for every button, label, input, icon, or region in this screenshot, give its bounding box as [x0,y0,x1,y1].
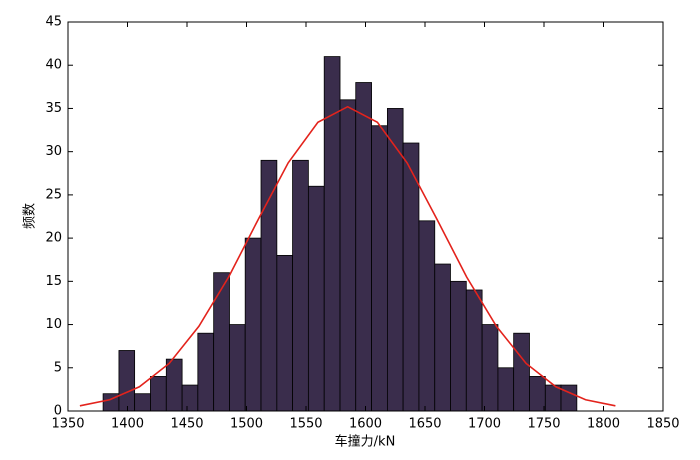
x-tick-label: 1500 [230,417,263,432]
y-tick-label: 5 [54,360,62,375]
y-tick-label: 45 [45,15,62,30]
y-tick-label: 35 [45,101,62,116]
bar [497,367,515,412]
bar [118,350,136,412]
x-tick-label: 1450 [170,417,203,432]
bar [229,324,246,412]
bar [213,272,230,412]
y-tick-label: 0 [54,404,62,419]
bar [402,142,420,412]
bar [181,384,199,412]
y-tick-label: 20 [45,231,62,246]
x-tick-label: 1850 [646,417,679,432]
bar [434,263,451,412]
bar [529,376,546,412]
y-tick-label: 10 [45,317,62,332]
y-tick-label: 25 [45,187,62,202]
bar [339,99,357,412]
bar [560,384,578,412]
bar [134,393,151,412]
bar [450,280,467,412]
bar [355,82,372,412]
x-tick-label: 1700 [468,417,501,432]
y-tick-label: 30 [45,144,62,159]
bar [197,332,215,412]
bar [307,185,325,412]
x-axis-label: 车撞力/kN [335,434,396,450]
x-tick-label: 1400 [111,417,144,432]
bar [244,237,262,412]
bar [544,384,562,412]
fit-curve [79,105,616,407]
bar [292,159,309,412]
bar [418,220,436,412]
bar [513,332,530,412]
bar [371,125,388,412]
x-tick-label: 1550 [289,417,322,432]
bar [165,358,183,412]
y-tick-label: 15 [45,274,62,289]
bar [150,376,167,412]
bar [323,56,341,412]
bar [465,289,483,412]
bar [276,254,293,412]
x-tick-label: 1750 [527,417,560,432]
x-tick-label: 1650 [408,417,441,432]
x-tick-label: 1600 [349,417,382,432]
y-tick-label: 40 [45,58,62,73]
x-tick-label: 1350 [51,417,84,432]
x-tick-label: 1800 [587,417,620,432]
bar [481,324,499,412]
y-axis-label: 频数 [23,203,38,229]
